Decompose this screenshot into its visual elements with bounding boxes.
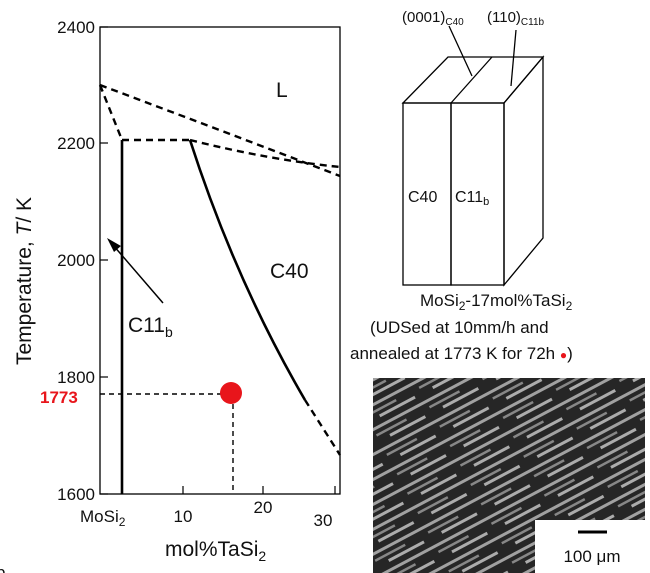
scale-bar-box [535,520,645,573]
pointer-c40 [448,25,473,77]
x-tick-label-20: 20 [254,498,273,517]
y-tick-label-1800: 1800 [57,368,95,387]
x-tick-label-30: 30 [314,511,333,530]
pointer-c11b [510,29,517,87]
region-label-C40: C40 [270,260,309,283]
x-tick-label-10: 10 [174,507,193,526]
face-label-c11b: (110)C11b [487,9,545,28]
y-tick-label-2000: 2000 [57,251,95,270]
y-tick-label-1600: 1600 [57,485,95,504]
dashed-boundaries [98,83,342,456]
block-label-c40: C40 [408,189,437,206]
highlight-temp-label: 1773 [40,388,78,407]
y-ticks [100,26,108,495]
y-tick-label-2200: 2200 [57,134,95,153]
region-label-L: L [276,79,288,102]
corner-mark: b [0,563,5,573]
caption-line-1: MoSi2-17mol%TaSi2 [420,291,573,313]
crystal-sketch [401,25,545,287]
x-axis-title: mol%TaSi2 [165,538,266,564]
liquidus-left-dashed [98,84,124,141]
region-label-C11b: C11b [128,314,173,340]
y-tick-label-2400: 2400 [57,18,95,37]
y-axis-title: Temperature, T/ K [13,197,36,365]
sample-point [220,382,242,404]
sample-caption: MoSi2-17mol%TaSi2 (UDSed at 10mm/h and a… [350,291,573,363]
face-label-c40: (0001)C40 [402,9,464,28]
caption-line-2: (UDSed at 10mm/h and [370,318,549,337]
x-tick-label-mosi2: MoSi2 [80,507,126,529]
c40-solvus-dashed [303,399,342,456]
phase-diagram: 2400 2200 2000 1800 1600 1773 MoSi2 10 2… [13,18,342,564]
point-guides [100,393,234,494]
c11b-arrow [107,238,164,304]
x-ticks [182,486,336,494]
block-label-c11b: C11b [455,189,489,208]
block-side [503,55,544,287]
c40-liquidus-dashed [189,138,341,169]
liquidus-top-dashed [99,83,341,178]
caption-line-3: annealed at 1773 K for 72h ●) [350,344,573,363]
scale-bar-label: 100 μm [563,547,620,566]
caption-bullet: ● [560,348,567,362]
block-top [401,56,545,104]
solid-boundaries [120,139,307,494]
c40-boundary [188,139,307,401]
